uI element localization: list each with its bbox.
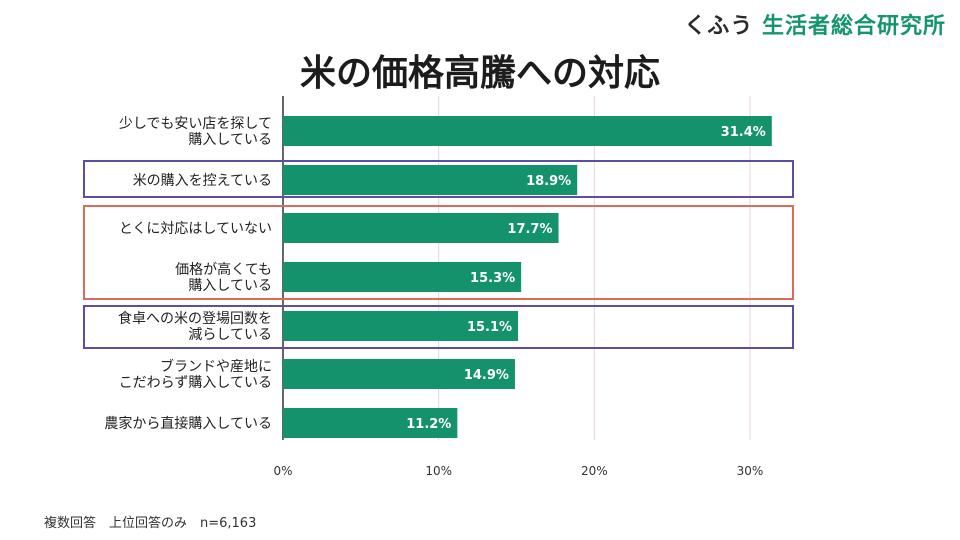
bar-value-label: 14.9% xyxy=(464,368,509,383)
x-tick-label: 20% xyxy=(581,464,608,478)
bar xyxy=(283,408,458,438)
category-label-line: 購入している xyxy=(188,132,272,148)
highlight-box-purple xyxy=(83,160,794,198)
brand-logo: くふう 生活者総合研究所 xyxy=(684,8,946,40)
brand-prefix: くふう xyxy=(684,14,754,39)
category-label: 食卓への米の登場回数を減らしている xyxy=(118,310,272,343)
category-label-line: 購入している xyxy=(188,278,272,294)
bar-value-label: 18.9% xyxy=(526,174,571,189)
category-label: 価格が高くても購入している xyxy=(175,261,272,294)
bar xyxy=(283,165,578,195)
bar xyxy=(283,359,515,389)
chart-title: 米の価格高騰への対応 xyxy=(299,53,660,94)
category-label: 米の購入を控えている xyxy=(133,173,272,189)
category-label-line: 少しでも安い店を探して xyxy=(119,116,272,132)
x-tick-label: 30% xyxy=(737,464,764,478)
category-label-line: こだわらず購入している xyxy=(119,375,272,391)
bar-value-label: 11.2% xyxy=(406,417,451,432)
category-label-line: 減らしている xyxy=(188,326,272,343)
brand-name: 生活者総合研究所 xyxy=(761,14,946,39)
highlight-box-red xyxy=(83,205,794,300)
category-label: ブランドや産地にこだわらず購入している xyxy=(119,358,272,391)
category-label: 農家から直接購入している xyxy=(104,415,272,432)
x-tick-label: 0% xyxy=(273,464,292,478)
bar-value-label: 17.7% xyxy=(507,222,552,237)
category-label-line: 米の購入を控えている xyxy=(133,173,272,189)
category-label-line: 食卓への米の登場回数を xyxy=(118,310,272,327)
category-label-line: ブランドや産地に xyxy=(160,358,272,375)
x-tick-label: 10% xyxy=(425,464,452,478)
bar-value-label: 31.4% xyxy=(721,125,766,140)
category-label: とくに対応はしていない xyxy=(119,221,272,237)
category-label-line: とくに対応はしていない xyxy=(119,221,272,237)
bar xyxy=(283,262,522,292)
footnote: 複数回答 上位回答のみ n=6,163 xyxy=(44,516,257,531)
category-label: 少しでも安い店を探して購入している xyxy=(119,116,272,148)
bar xyxy=(283,116,772,146)
category-label-line: 農家から直接購入している xyxy=(104,415,272,432)
bar xyxy=(283,213,559,243)
highlight-box-purple xyxy=(83,305,794,349)
bar xyxy=(283,311,519,341)
bar-value-label: 15.1% xyxy=(467,320,512,335)
bar-value-label: 15.3% xyxy=(470,271,515,286)
category-label-line: 価格が高くても xyxy=(175,261,272,278)
